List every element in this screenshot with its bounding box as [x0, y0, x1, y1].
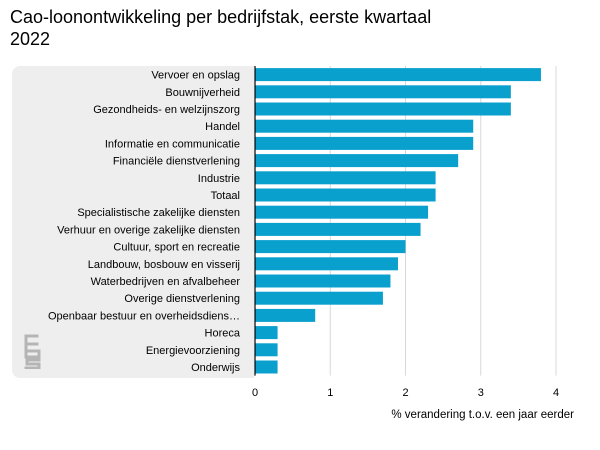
bar	[255, 68, 541, 82]
bar	[255, 171, 436, 185]
cbs-logo-icon	[24, 334, 41, 369]
category-label: Cultuur, sport en recreatie	[113, 242, 240, 254]
category-label: Handel	[205, 121, 240, 133]
bar	[255, 291, 383, 305]
bar	[255, 274, 391, 288]
category-label: Horeca	[205, 328, 241, 340]
x-tick-label: 4	[553, 387, 559, 399]
category-label: Onderwijs	[191, 362, 240, 374]
category-label: Gezondheids- en welzijnszorg	[93, 104, 240, 116]
category-label: Verhuur en overige zakelijke diensten	[57, 224, 240, 236]
category-label: Waterbedrijven en afvalbeheer	[91, 276, 241, 288]
x-tick-label: 0	[252, 387, 258, 399]
category-label: Landbouw, bosbouw en visserij	[88, 259, 240, 271]
x-tick-label: 3	[478, 387, 484, 399]
bar	[255, 119, 474, 133]
bar	[255, 222, 421, 236]
bar	[255, 102, 511, 116]
category-label: Bouwnijverheid	[165, 87, 240, 99]
category-label-panel	[12, 66, 254, 378]
category-label: Financiële dienstverlening	[113, 156, 240, 168]
category-label: Overige dienstverlening	[124, 293, 240, 305]
bar	[255, 326, 278, 340]
bar	[255, 308, 316, 322]
category-label: Industrie	[198, 173, 240, 185]
chart-title: Cao-loonontwikkeling per bedrijfstak, ee…	[10, 7, 432, 49]
bar	[255, 360, 278, 374]
bar	[255, 343, 278, 357]
category-label: Totaal	[211, 190, 240, 202]
bar	[255, 240, 406, 254]
category-label: Informatie en communicatie	[105, 138, 240, 150]
category-label: Vervoer en opslag	[151, 70, 240, 82]
x-axis-label: % verandering t.o.v. een jaar eerder	[391, 409, 574, 421]
bar	[255, 257, 398, 271]
category-label: Specialistische zakelijke diensten	[77, 207, 240, 219]
category-label: Energievoorziening	[146, 345, 240, 357]
bar	[255, 154, 459, 168]
category-label: Openbaar bestuur en overheidsdiens…	[48, 310, 240, 322]
x-tick-label: 1	[327, 387, 333, 399]
bar	[255, 188, 436, 202]
bar	[255, 136, 474, 150]
x-tick-label: 2	[402, 387, 408, 399]
bar	[255, 85, 511, 99]
bar	[255, 205, 429, 219]
